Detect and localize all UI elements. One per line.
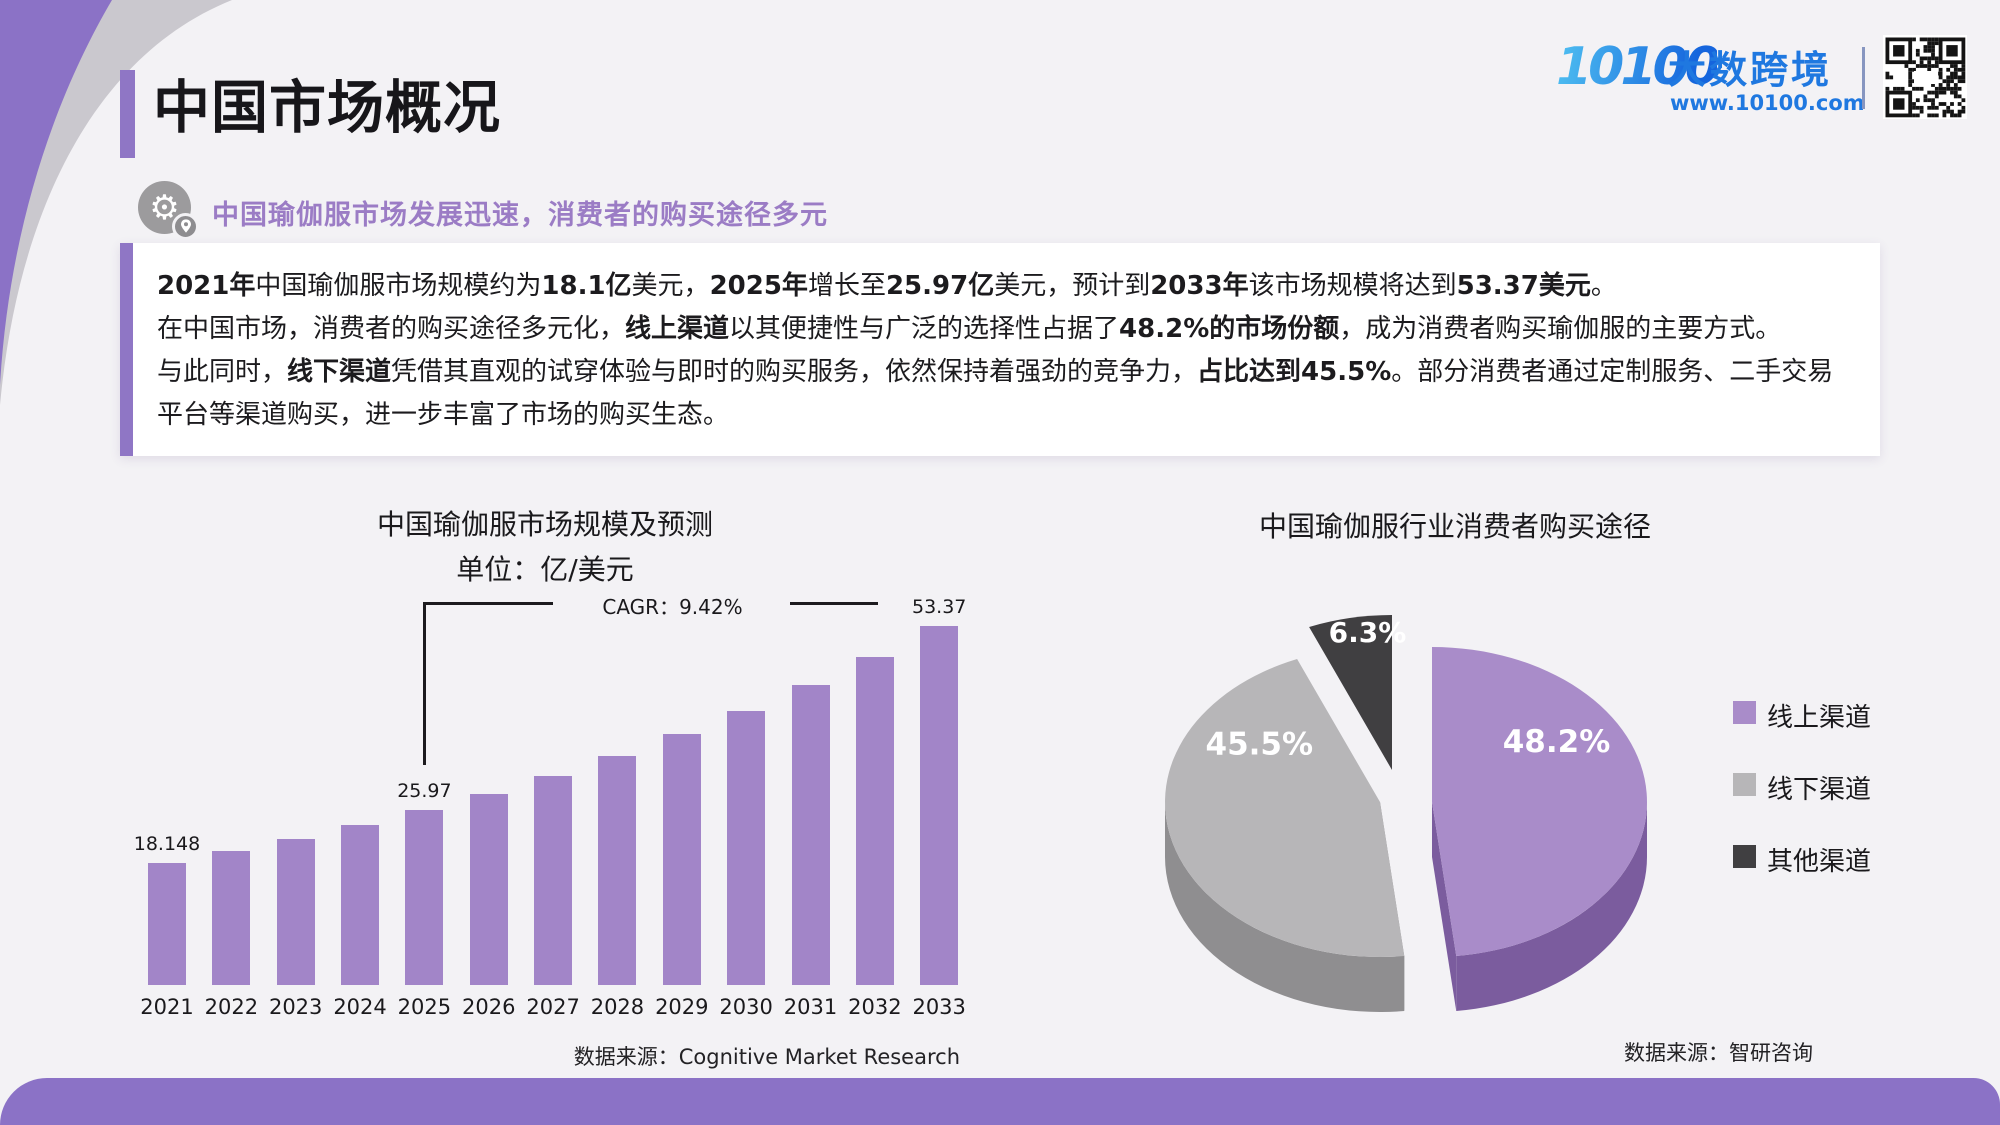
qr-code: [1883, 35, 1967, 119]
bar-2031: [791, 685, 830, 985]
legend-label: 线下渠道: [1767, 775, 1872, 805]
axis-label-2022: 2022: [204, 995, 259, 1019]
logo-url: www.10100.com: [1670, 91, 1865, 115]
bar-value-label-2033: 53.37: [911, 596, 967, 618]
axis-label-2026: 2026: [462, 995, 516, 1019]
pie-slice-线上渠道: [1432, 647, 1647, 957]
pie-chart: 45.5% 6.3% 48.2%: [1165, 615, 1647, 1012]
axis-label-2032: 2032: [848, 995, 902, 1019]
cagr-bracket-vline: [423, 603, 427, 765]
axis-label-2021: 2021: [140, 995, 194, 1019]
page-title: 中国市场概况: [153, 75, 501, 141]
pie-label-其他渠道: 6.3%: [1329, 616, 1407, 649]
axis-label-2028: 2028: [590, 995, 645, 1019]
summary-line: 在中国市场，消费者的购买途径多元化，线上渠道以其便捷性与广泛的选择性占据了48.…: [157, 314, 1782, 344]
pie-chart-source: 数据来源：智研咨询: [1624, 1041, 1813, 1065]
bar-value-label-2021: 18.148: [133, 833, 201, 855]
bar-2022: [212, 851, 251, 985]
pie-chart-title: 中国瑜伽服行业消费者购买途径: [1258, 510, 1651, 543]
pie-label-线上渠道: 48.2%: [1503, 724, 1611, 760]
location-pin-icon: [172, 213, 199, 240]
cagr-annotation: CAGR：9.42%: [602, 595, 743, 619]
footer-bar: [0, 1078, 2000, 1125]
axis-label-2029: 2029: [655, 995, 709, 1019]
logo-divider: [1862, 47, 1865, 109]
bar-2029: [662, 734, 701, 985]
bar-chart: 2021 2022 2023 2024 2025 2026 2027 2028 2029 2030…: [100, 575, 990, 1035]
axis-label-2027: 2027: [526, 995, 580, 1019]
legend-label: 线上渠道: [1767, 703, 1872, 733]
legend-swatch: [1733, 701, 1756, 724]
bar-2032: [855, 657, 894, 985]
pie-slice-其他渠道: [1309, 615, 1392, 770]
bar-2021: [148, 863, 186, 985]
bar-chart-unit: 单位：亿/美元: [456, 553, 634, 586]
axis-label-2023: 2023: [268, 995, 323, 1019]
legend-swatch: [1733, 845, 1756, 868]
corner-decoration: [0, 0, 232, 405]
summary-card: 2021年中国瑜伽服市场规模约为18.1亿美元，2025年增长至25.97亿美元…: [120, 243, 1880, 456]
summary-line: 2021年中国瑜伽服市场规模约为18.1亿美元，2025年增长至25.97亿美元…: [157, 271, 1617, 301]
bar-2026: [469, 794, 508, 985]
bar-value-label-2025: 25.97: [397, 780, 452, 802]
cagr-bracket-hline-right: [790, 602, 878, 605]
pie-slice-线下渠道: [1165, 658, 1405, 957]
axis-label-2030: 2030: [719, 995, 773, 1019]
bar-2027: [534, 776, 573, 985]
gear-icon: ⚙: [138, 181, 191, 234]
bar-2024: [341, 825, 380, 985]
title-accent-bar: [120, 70, 135, 158]
legend-label: 其他渠道: [1767, 847, 1872, 877]
corner-purple-wedge: [0, 0, 112, 385]
bar-2028: [598, 756, 637, 985]
pie-rim-线下渠道: [1165, 802, 1405, 1012]
bar-2033: [920, 626, 959, 985]
axis-label-2033: 2033: [912, 995, 966, 1019]
logo-name: 大数跨境: [1668, 48, 1833, 92]
page-subtitle: 中国瑜伽服市场发展迅速，消费者的购买途径多元: [212, 200, 828, 231]
axis-label-2024: 2024: [333, 995, 387, 1019]
cagr-bracket-hline-left: [423, 602, 554, 605]
pie-rim-线上渠道: [1456, 802, 1647, 1012]
pie-label-线下渠道: 45.5%: [1206, 727, 1314, 763]
bar-chart-title: 中国瑜伽服市场规模及预测: [376, 508, 713, 541]
logo-block: 10100 大数跨境 www.10100.com: [1556, 35, 1967, 121]
legend-swatch: [1733, 773, 1756, 796]
logo-mark: 10100: [1556, 37, 1721, 97]
pie-side-线上渠道: [1432, 802, 1457, 1012]
axis-label-2031: 2031: [783, 995, 838, 1019]
bar-2030: [727, 711, 766, 985]
bar-chart-source: 数据来源：Cognitive Market Research: [573, 1045, 960, 1069]
summary-line: 与此同时，线下渠道凭借其直观的试穿体验与即时的购买服务，依然保持着强劲的竞争力，…: [157, 357, 1834, 430]
bar-2025: [405, 810, 444, 985]
bar-2023: [276, 839, 315, 985]
axis-label-2025: 2025: [397, 995, 452, 1019]
